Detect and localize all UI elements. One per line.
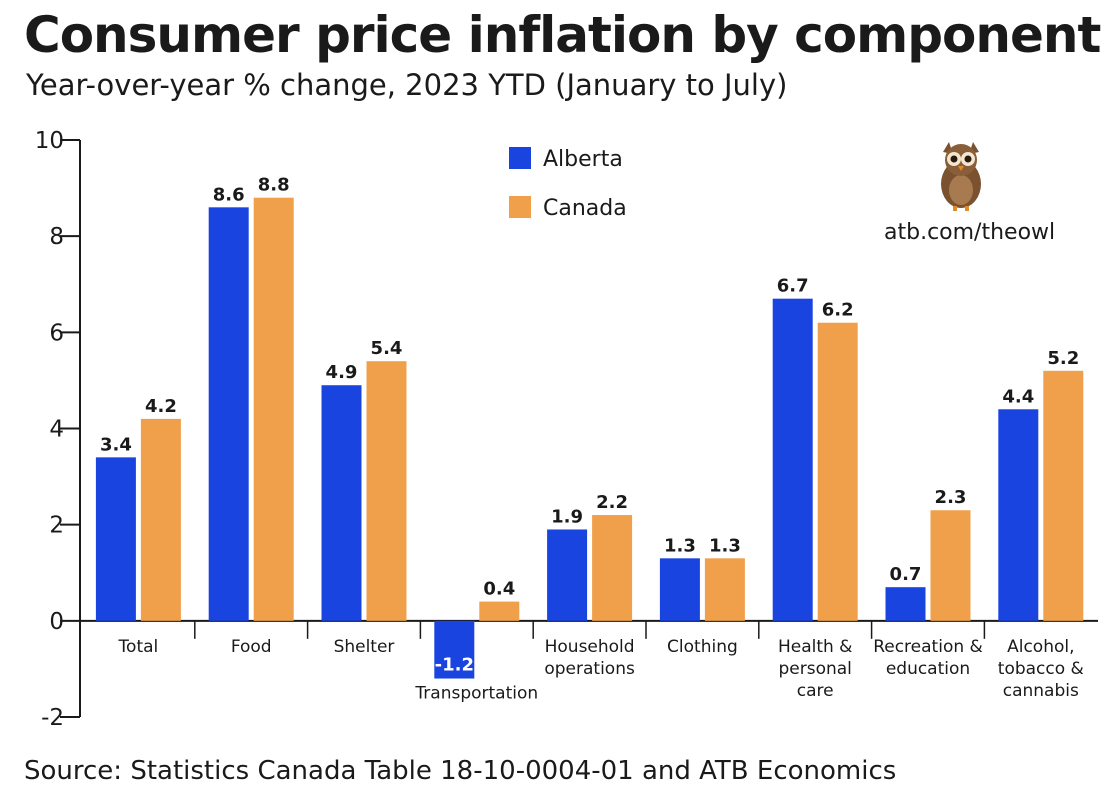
bar-canada [366,361,407,621]
data-label: 3.4 [100,434,132,455]
bar-alberta [885,587,926,621]
bar-canada [930,510,971,621]
bar-alberta [321,385,362,621]
atb-owl-logo [880,140,1080,216]
category-label: Total [118,637,159,657]
bar-alberta [434,620,475,679]
y-tick-label: 10 [35,128,64,154]
owl-icon [941,142,981,211]
bar-canada [140,418,181,621]
data-label: 5.4 [371,338,403,359]
data-label: 0.7 [890,564,922,585]
category-label: Recreation & education [873,637,983,679]
bar-alberta [998,409,1039,621]
category-label: Alcohol, tobacco & cannabis [998,637,1084,701]
data-label: 2.3 [935,487,967,508]
bar-alberta [772,298,813,621]
y-tick-label: 6 [49,320,64,346]
legend-label: Alberta [543,147,623,172]
bar-alberta [95,457,136,621]
data-label: 4.4 [1002,386,1034,407]
bar-alberta [208,207,249,621]
data-label: 6.7 [777,276,809,297]
legend-swatch-alberta [509,147,531,169]
category-label: Health & personal care [778,637,852,701]
bar-canada [817,322,858,621]
chart-title: Consumer price inflation by component [24,6,1101,64]
data-label: 6.2 [822,300,854,321]
y-tick-label: 8 [49,224,64,250]
legend-label: Canada [543,196,627,221]
data-label: 1.9 [551,506,583,527]
bar-canada [704,558,745,621]
bar-alberta [547,529,588,621]
bar-canada [592,515,633,621]
y-tick-label: 0 [49,609,64,635]
chart-subtitle: Year-over-year % change, 2023 YTD (Janua… [26,68,788,102]
source-note: Source: Statistics Canada Table 18-10-00… [24,756,897,786]
category-label: Transportation [414,684,538,704]
bar-alberta [659,558,700,621]
data-label: 4.9 [326,362,358,383]
brand-url[interactable]: atb.com/theowl [884,220,1056,245]
y-tick-label: 4 [49,417,64,443]
category-label: Clothing [667,637,738,657]
data-label: 1.3 [664,535,696,556]
data-label: 4.2 [145,396,177,417]
y-tick-label: 2 [49,513,64,539]
category-label: Food [231,637,272,657]
category-label: Household operations [544,637,635,679]
data-label: -1.2 [435,655,474,676]
y-tick-label: -2 [41,705,64,731]
data-label: 5.2 [1047,348,1079,369]
bar-canada [479,601,520,621]
category-label: Shelter [334,637,395,657]
data-label: 1.3 [709,535,741,556]
legend-swatch-canada [509,196,531,218]
data-label: 8.8 [258,175,290,196]
bar-canada [1043,370,1084,621]
bar-canada [253,197,294,621]
data-label: 2.2 [596,492,628,513]
data-label: 8.6 [213,184,245,205]
data-label: 0.4 [483,579,515,600]
